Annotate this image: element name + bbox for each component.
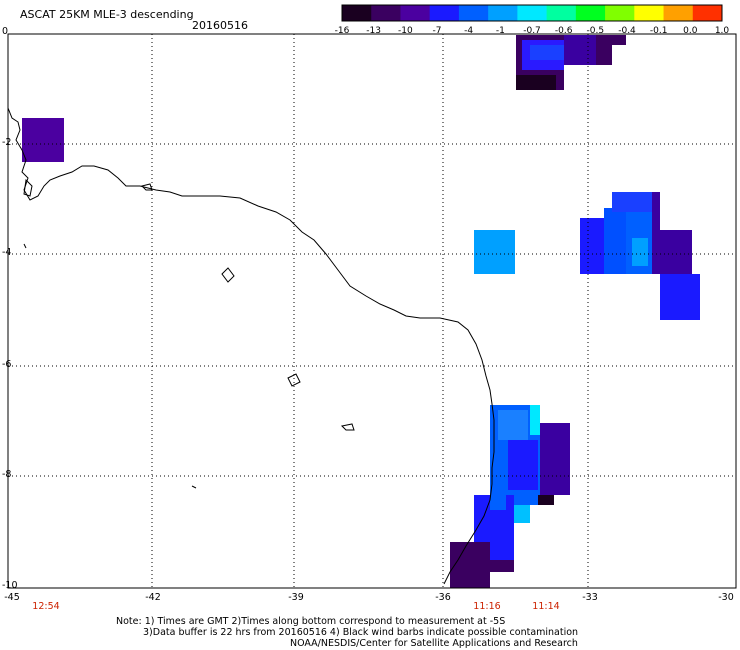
colorbar-cell bbox=[692, 5, 723, 21]
colorbar-label: -0.1 bbox=[649, 26, 668, 36]
colorbar-label: -0.6 bbox=[554, 26, 573, 36]
colorbar-label: -13 bbox=[366, 26, 382, 36]
colorbar-label: -4 bbox=[464, 26, 474, 36]
x-tick: -36 bbox=[435, 592, 451, 603]
grid bbox=[8, 34, 736, 588]
colorbar bbox=[341, 4, 723, 22]
note-line-1: Note: 1) Times are GMT 2)Times along bot… bbox=[116, 616, 506, 627]
y-tick: -2 bbox=[2, 137, 12, 148]
colorbar-label: -0.5 bbox=[586, 26, 605, 36]
colorbar-label: 1.0 bbox=[714, 26, 730, 36]
colorbar-cell bbox=[517, 5, 548, 21]
colorbar-cell bbox=[575, 5, 606, 21]
colorbar-frame bbox=[341, 4, 723, 22]
x-tick: -30 bbox=[718, 592, 734, 603]
x-tick: -45 bbox=[4, 592, 20, 603]
colorbar-label: -0.4 bbox=[618, 26, 636, 36]
time-label: 11:14 bbox=[532, 601, 560, 612]
colorbar-label: -1 bbox=[495, 26, 505, 36]
colorbar-cell bbox=[663, 5, 694, 21]
y-tick: 0 bbox=[2, 26, 9, 37]
y-tick: -10 bbox=[2, 580, 18, 591]
colorbar-cell bbox=[546, 5, 577, 21]
colorbar-cell bbox=[634, 5, 665, 21]
data-cells bbox=[22, 35, 700, 588]
colorbar-label: -16 bbox=[334, 26, 350, 36]
plot-frame bbox=[7, 33, 737, 589]
colorbar-cell bbox=[488, 5, 518, 21]
note-line-3: NOAA/NESDIS/Center for Satellite Applica… bbox=[290, 638, 578, 649]
time-label: 11:16 bbox=[473, 601, 501, 612]
colorbar-labels: -16 -13 -10 -7 -4 -1 -0.7 -0.6 -0.5 -0.4 -0.1 0.0 1.… bbox=[328, 26, 730, 38]
plot-date: 20160516 bbox=[192, 19, 248, 32]
colorbar-cell bbox=[458, 5, 489, 21]
x-tick: -39 bbox=[288, 592, 304, 603]
colorbar-label: -10 bbox=[397, 26, 413, 36]
y-tick: -8 bbox=[2, 469, 12, 480]
colorbar-cell bbox=[605, 5, 635, 21]
y-tick: -6 bbox=[2, 359, 12, 370]
colorbar-cell bbox=[429, 5, 460, 21]
plot-title: ASCAT 25KM MLE-3 descending bbox=[20, 8, 194, 21]
x-tick: -33 bbox=[582, 592, 598, 603]
x-tick: -42 bbox=[145, 592, 161, 603]
note-line-2: 3)Data buffer is 22 hrs from 20160516 4)… bbox=[143, 627, 579, 638]
colorbar-label: -7 bbox=[432, 26, 442, 36]
colorbar-label: -0.7 bbox=[523, 26, 541, 36]
coastline bbox=[7, 107, 495, 585]
colorbar-cell bbox=[342, 5, 372, 21]
y-tick: -4 bbox=[2, 247, 12, 258]
colorbar-label: 0.0 bbox=[683, 26, 698, 36]
time-label: 12:54 bbox=[32, 601, 60, 612]
colorbar-cell bbox=[400, 5, 431, 21]
colorbar-cell bbox=[371, 5, 401, 21]
